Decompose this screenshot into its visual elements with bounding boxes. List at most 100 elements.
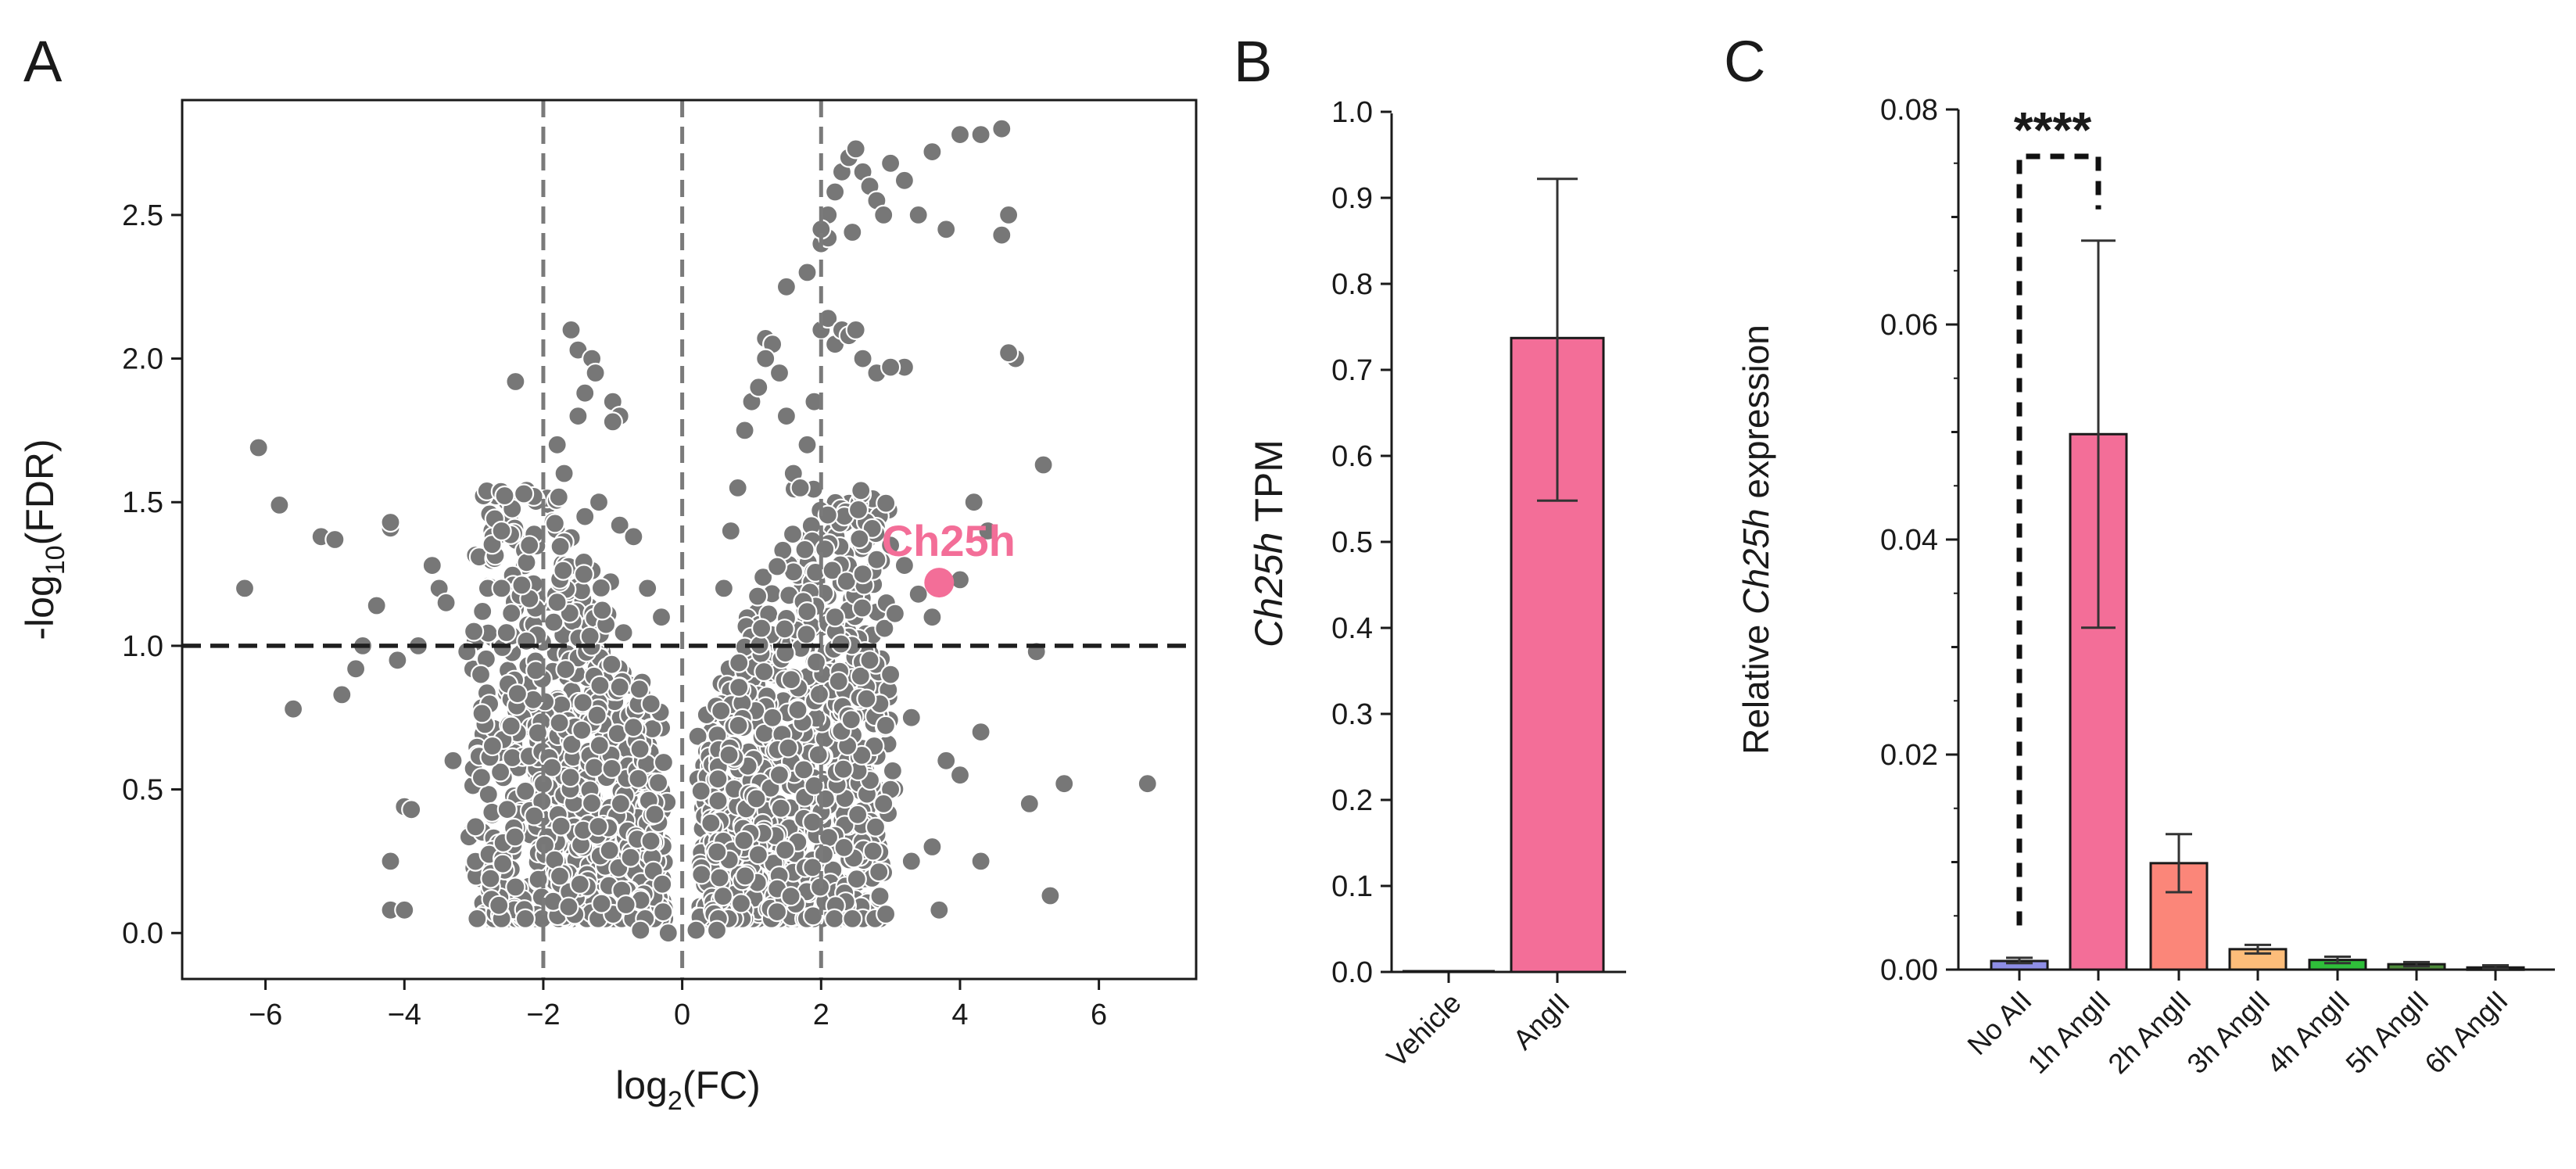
y-tick-label: 0.0 [122, 917, 163, 950]
scatter-point [874, 618, 895, 639]
scatter-point [991, 118, 1012, 139]
x-tick-label: −4 [388, 999, 421, 1031]
x-tick-label: −2 [526, 999, 560, 1031]
y-tick-label: 0.9 [1331, 182, 1373, 215]
x-axis-ticks-a: −6 −4 −2 0 2 4 6 [249, 979, 1107, 1031]
scatter-point [269, 494, 290, 516]
significance-line [2016, 153, 2101, 926]
scatter-point [513, 483, 535, 504]
bars-c [1990, 239, 2525, 981]
threshold-lines [182, 100, 1196, 979]
scatter-point [549, 712, 570, 733]
scatter-point [575, 382, 596, 403]
highlight-point [924, 568, 955, 598]
scatter-point [845, 138, 866, 160]
y-tick-label: 0.7 [1331, 354, 1373, 387]
scatter-point [628, 768, 649, 789]
scatter-point [922, 607, 943, 628]
scatter-point [747, 586, 769, 607]
scatter-point [936, 219, 957, 240]
scatter-point [875, 715, 897, 736]
scatter-point [463, 621, 485, 642]
scatter-point [590, 577, 612, 599]
scatter-point [936, 750, 957, 771]
scatter-point [366, 595, 387, 616]
x-tick-label: 6 [1091, 999, 1107, 1031]
scatter-point [613, 622, 634, 644]
scatter-point [653, 751, 675, 773]
scatter-point [782, 523, 804, 545]
scatter-point [657, 923, 679, 944]
scatter-point [869, 885, 890, 907]
scatter-point [496, 622, 517, 644]
panel-letter-b: B [1234, 29, 1272, 94]
scatter-point [880, 357, 901, 378]
scatter-point [620, 847, 641, 868]
scatter-point [804, 775, 825, 797]
scatter-point [862, 841, 883, 862]
scatter-point [560, 767, 581, 788]
scatter-point [558, 896, 579, 917]
panel-b: B 0.0 0.1 0.2 0.3 0.4 0.5 0.6 0.7 0.8 0.9 1.0 Vehi… [1234, 29, 1626, 1074]
scatter-point [442, 750, 464, 771]
scatter-point [894, 170, 915, 191]
scatter-point [380, 851, 401, 872]
scatter-point [501, 603, 522, 624]
scatter-point [852, 348, 873, 369]
scatter-point [1040, 885, 1061, 906]
scatter-point [561, 319, 582, 340]
scatter-point [599, 840, 620, 861]
scatter-point [828, 671, 849, 692]
y-axis-title-b: Ch25h TPM [1247, 439, 1291, 647]
scatter-point [554, 463, 575, 484]
panel-letter-a: A [23, 29, 63, 94]
scatter-point [873, 793, 894, 815]
scatter-point [833, 837, 854, 859]
scatter-point [601, 758, 622, 780]
x-tick-label: 1h AngII [2021, 984, 2116, 1080]
scatter-point [394, 899, 415, 920]
scatter-point [494, 485, 515, 507]
scatter-point [709, 867, 730, 888]
scatter-point [489, 762, 511, 783]
scatter-point [851, 480, 872, 501]
scatter-point [735, 866, 756, 887]
scatter-point [729, 652, 750, 673]
scatter-point [797, 434, 818, 455]
scatter-point [852, 563, 873, 585]
scatter-point [922, 142, 943, 163]
scatter-point [1137, 773, 1158, 794]
scatter-point [588, 816, 609, 837]
scatter-point [754, 661, 775, 683]
scatter-point [998, 342, 1019, 364]
scatter-point [842, 908, 863, 930]
scatter-point [824, 181, 846, 203]
scatter-point [998, 204, 1019, 225]
scatter-point [730, 893, 752, 914]
y-tick-label: 0.6 [1331, 440, 1373, 473]
scatter-point [421, 554, 442, 576]
scatter-point [707, 841, 728, 862]
y-tick-label: 1.0 [1331, 96, 1373, 129]
scatter-point [491, 520, 512, 542]
scatter-point [471, 703, 493, 724]
significance-bracket: **** [2014, 102, 2101, 926]
scatter-point [748, 377, 769, 398]
scatter-point [591, 893, 612, 914]
scatter-point [815, 539, 836, 560]
scatter-point [802, 905, 824, 927]
scatter-point [808, 744, 829, 766]
scatter-point [575, 506, 596, 527]
scatter-point [875, 903, 897, 925]
scatter-point [766, 901, 788, 923]
scatter-point [850, 665, 871, 687]
scatter-point [865, 816, 887, 837]
scatter-point [880, 664, 901, 685]
x-axis-title-a: log2(FC) [615, 1063, 761, 1116]
scatter-point [733, 830, 754, 852]
scatter-point [471, 767, 493, 788]
x-tick-label: −6 [249, 999, 282, 1031]
scatter-point [500, 715, 521, 737]
scatter-point [752, 567, 774, 588]
scatter-point [629, 679, 650, 700]
